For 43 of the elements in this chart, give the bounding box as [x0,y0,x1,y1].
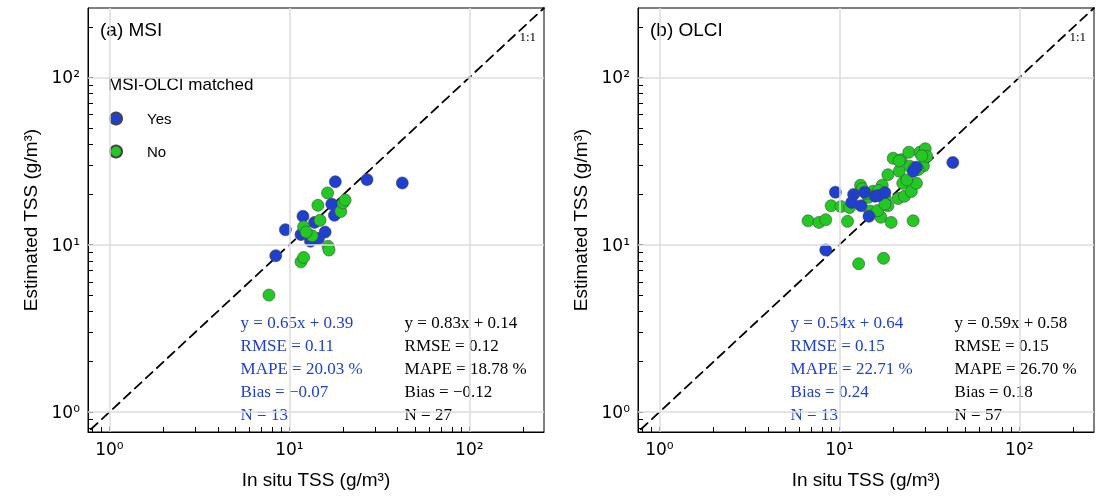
x-tick-label: 10⁰ [95,438,124,459]
text: (a) MSI [100,19,163,40]
legend-label: Yes [147,110,172,127]
annotation: N = 13 [240,405,288,425]
x-tick-label: 10⁰ [644,438,674,459]
annotation: 1:1 [1068,29,1086,44]
x-tick-label: 10¹ [275,438,304,459]
y-tick-label: 10² [51,67,80,88]
y-tick-label: 10¹ [51,234,80,255]
y-tick-label: 10⁰ [601,402,630,423]
annotation: Bias = 0.18 [954,382,1033,402]
annotation: MAPE = 20.03 % [240,359,363,379]
y-axis-title: Estimated TSS (g/m³) [20,128,41,312]
annotation: Bias = −0.12 [404,382,493,402]
annotation: MAPE = 18.78 % [404,359,527,379]
y-tick-label: 10¹ [601,234,630,255]
annotation: Bias = −0.07 [240,382,329,402]
text: (b) OLCI [649,19,723,40]
x-tick-label: 10² [455,438,484,459]
annotation: RMSE = 0.15 [790,336,885,356]
annotation: RMSE = 0.15 [954,336,1049,356]
annotation: Bias = 0.24 [790,382,869,402]
annotation: N = 57 [954,405,1002,425]
annotation: y = 0.65x + 0.39 [240,313,354,333]
y-axis-title: Estimated TSS (g/m³) [569,128,591,312]
annotation: RMSE = 0.12 [404,336,499,356]
annotation: RMSE = 0.11 [240,336,335,356]
annotation: y = 0.54x + 0.64 [790,313,904,333]
annotation: 1:1 [519,29,537,44]
y-tick-label: 10² [601,67,630,88]
x-tick-label: 10² [1004,438,1034,459]
annotation: N = 13 [790,405,838,425]
annotation: y = 0.83x + 0.14 [404,313,518,333]
annotation: N = 27 [404,405,453,425]
y-tick-label: 10⁰ [51,402,81,423]
legend-label: No [147,143,167,160]
annotation: y = 0.59x + 0.58 [954,313,1067,333]
annotation: MAPE = 26.70 % [954,359,1077,379]
x-axis-title: In situ TSS (g/m³) [791,469,940,490]
legend-title: MSI-OLCI matched [108,75,254,94]
x-tick-label: 10¹ [824,438,854,459]
x-axis-title: In situ TSS (g/m³) [241,469,391,490]
annotation: MAPE = 22.71 % [790,359,913,379]
